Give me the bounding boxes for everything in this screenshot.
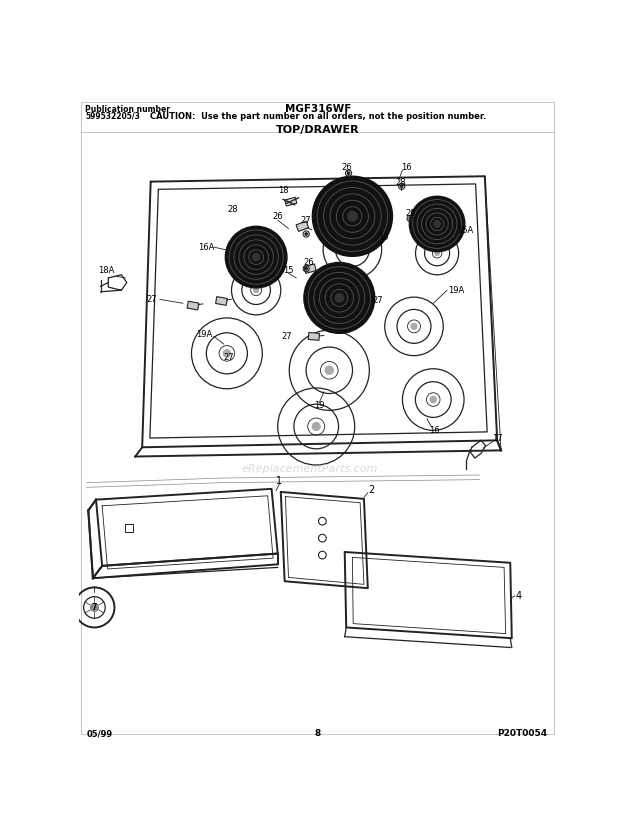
Text: 28: 28 <box>228 205 238 214</box>
Circle shape <box>312 423 320 430</box>
Circle shape <box>409 218 411 220</box>
Text: 29: 29 <box>405 208 415 218</box>
Circle shape <box>409 196 465 251</box>
Text: 26: 26 <box>303 258 314 267</box>
Text: 15: 15 <box>283 265 294 275</box>
Circle shape <box>305 267 308 270</box>
Text: MGF316WF: MGF316WF <box>285 104 351 114</box>
Circle shape <box>254 288 259 293</box>
Text: 05/99: 05/99 <box>87 729 113 739</box>
Circle shape <box>252 253 260 261</box>
Circle shape <box>312 176 392 256</box>
Text: 27: 27 <box>224 352 234 361</box>
Circle shape <box>225 227 287 288</box>
Circle shape <box>326 366 334 375</box>
Text: 26: 26 <box>342 162 352 171</box>
Circle shape <box>350 246 355 252</box>
Circle shape <box>401 185 403 188</box>
Bar <box>125 524 133 532</box>
Circle shape <box>348 212 357 221</box>
Circle shape <box>91 604 99 611</box>
Text: Publication number: Publication number <box>85 105 170 113</box>
Text: 16: 16 <box>401 162 412 171</box>
Bar <box>285 198 297 206</box>
Text: CAUTION:  Use the part number on all orders, not the position number.: CAUTION: Use the part number on all orde… <box>149 112 486 122</box>
Text: 27: 27 <box>147 295 157 304</box>
Text: 8: 8 <box>314 729 321 739</box>
Text: 18: 18 <box>278 185 288 194</box>
Text: 27: 27 <box>281 332 292 341</box>
Text: P20T0054: P20T0054 <box>497 729 547 739</box>
Circle shape <box>304 262 374 333</box>
Text: 16A: 16A <box>198 242 215 251</box>
Text: 19A: 19A <box>448 285 464 294</box>
Text: 17: 17 <box>492 433 502 442</box>
Text: 18A: 18A <box>98 265 114 275</box>
Text: 15A: 15A <box>458 226 474 235</box>
Text: 26: 26 <box>272 212 283 221</box>
Circle shape <box>411 323 417 329</box>
Circle shape <box>435 251 439 256</box>
Bar <box>216 297 228 305</box>
Circle shape <box>305 233 308 235</box>
Text: 7: 7 <box>92 603 97 612</box>
Text: 599532205/3: 599532205/3 <box>85 112 140 121</box>
Bar <box>187 301 199 310</box>
Text: 7: 7 <box>92 603 97 612</box>
Text: 27: 27 <box>373 297 383 305</box>
Text: 4: 4 <box>516 590 522 601</box>
Text: 19: 19 <box>378 233 389 242</box>
Text: 1: 1 <box>276 476 282 486</box>
Circle shape <box>434 221 440 227</box>
Text: eReplacementParts.com: eReplacementParts.com <box>242 464 378 474</box>
Text: TOP/DRAWER: TOP/DRAWER <box>276 126 360 136</box>
Text: 2: 2 <box>368 485 374 495</box>
Circle shape <box>430 396 436 403</box>
Text: 16: 16 <box>430 426 440 435</box>
Text: 27: 27 <box>301 216 311 225</box>
Bar <box>296 221 309 232</box>
Bar <box>308 332 319 341</box>
Text: 19A: 19A <box>196 330 212 338</box>
Text: 28: 28 <box>396 178 406 187</box>
Circle shape <box>223 350 231 357</box>
Circle shape <box>335 294 343 302</box>
Bar <box>304 264 316 274</box>
Circle shape <box>347 172 350 174</box>
Text: 19: 19 <box>314 401 324 410</box>
